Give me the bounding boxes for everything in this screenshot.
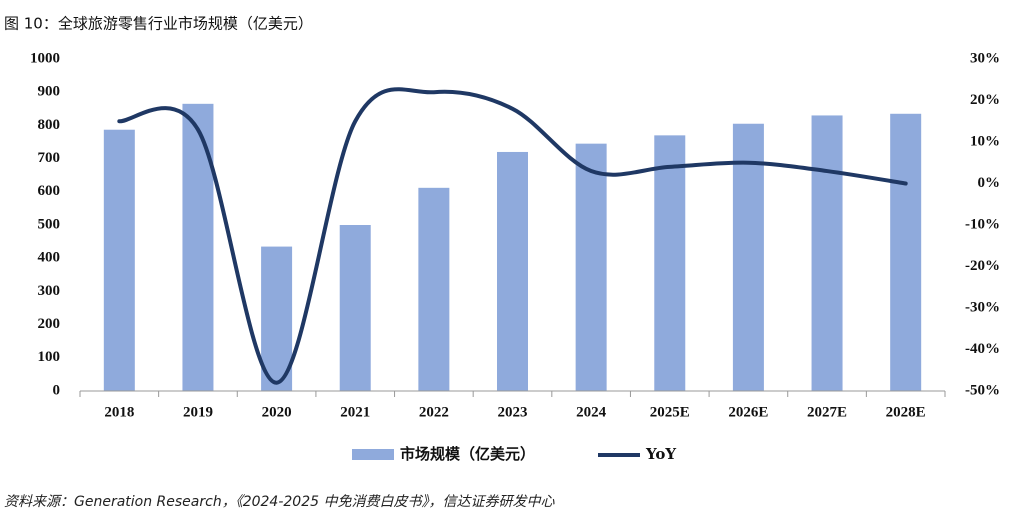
y-tick-label: 800 xyxy=(38,117,61,133)
x-tick-label: 2022 xyxy=(419,404,449,420)
y-tick-label: 100 xyxy=(38,349,61,365)
y-tick-label: 0 xyxy=(53,382,61,398)
bar xyxy=(103,129,135,391)
bar xyxy=(732,123,764,392)
bar xyxy=(811,115,843,391)
bar xyxy=(890,113,922,391)
y2-tick-label: 30% xyxy=(970,50,1000,66)
y-tick-label: 500 xyxy=(38,216,61,232)
y-tick-label: 200 xyxy=(38,316,61,332)
y-tick-label: 1000 xyxy=(30,50,60,66)
y2-tick-label: -30% xyxy=(965,299,1000,315)
x-tick-label: 2023 xyxy=(498,404,528,420)
y-tick-label: 400 xyxy=(38,250,61,266)
x-tick-label: 2024 xyxy=(576,404,607,420)
bar xyxy=(575,143,607,391)
x-tick-label: 2019 xyxy=(183,404,213,420)
y-tick-label: 700 xyxy=(38,150,61,166)
y2-tick-label: -10% xyxy=(965,216,1000,232)
line xyxy=(117,87,908,385)
x-tick-label: 2027E xyxy=(807,404,847,420)
legend-swatch xyxy=(352,449,394,460)
y2-tick-label: 10% xyxy=(970,133,1000,149)
x-tick-label: 2021 xyxy=(340,404,370,420)
y2-tick-label: -20% xyxy=(965,258,1000,274)
legend-label: 市场规模（亿美元） xyxy=(400,445,535,463)
x-tick-label: 2020 xyxy=(262,404,292,420)
y-tick-label: 600 xyxy=(38,183,61,199)
bar xyxy=(339,225,371,391)
y2-tick-label: 20% xyxy=(970,92,1000,108)
bar xyxy=(261,246,293,391)
bar xyxy=(497,151,528,391)
legend-label: YoY xyxy=(645,445,676,463)
y-tick-label: 300 xyxy=(38,283,61,299)
y2-tick-label: 0% xyxy=(978,175,1001,191)
x-tick-label: 2026E xyxy=(728,404,768,420)
x-tick-label: 2025E xyxy=(650,404,690,420)
source: 资料来源：Generation Research，《2024-2025 中免消费… xyxy=(4,494,555,510)
chart-title: 图 10：全球旅游零售行业市场规模（亿美元） xyxy=(4,15,313,33)
x-tick-label: 2028E xyxy=(886,404,926,420)
x-tick-label: 2018 xyxy=(104,404,134,420)
bar xyxy=(418,187,450,391)
y2-tick-label: -50% xyxy=(965,382,1000,398)
y-tick-label: 900 xyxy=(38,84,61,100)
y2-tick-label: -40% xyxy=(965,341,1000,357)
bar xyxy=(654,135,686,391)
bar xyxy=(182,103,214,391)
